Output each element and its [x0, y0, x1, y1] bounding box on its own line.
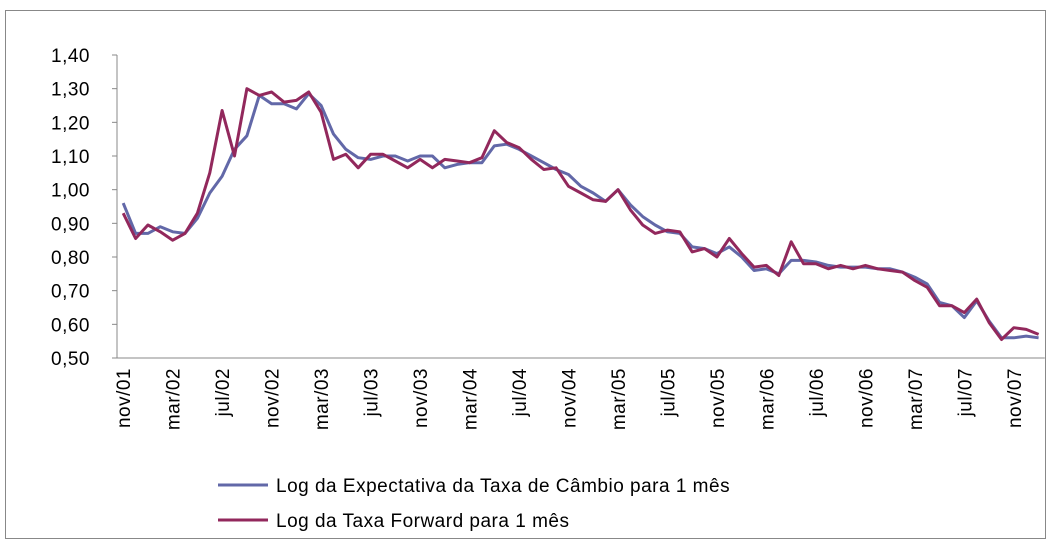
x-tick-label: jul/04: [510, 368, 531, 417]
x-tick-label: mar/07: [906, 368, 927, 430]
data-line: [121, 87, 1040, 341]
x-tick-label: mar/02: [164, 368, 185, 430]
y-tick-label: 1,00: [51, 181, 90, 202]
x-tick-label: jul/03: [362, 368, 383, 417]
data-line: [121, 92, 1039, 340]
x-tick-label: mar/05: [609, 368, 630, 430]
x-tick-label: nov/06: [856, 368, 877, 428]
y-tick-label: 0,50: [51, 349, 90, 370]
y-tick-label: 1,20: [51, 113, 90, 134]
y-tick-label: 0,70: [51, 282, 90, 303]
x-tick-label: nov/02: [263, 368, 284, 428]
y-tick-label: 0,90: [51, 214, 90, 235]
x-tick-label: jul/07: [955, 368, 976, 417]
x-tick-label: nov/03: [411, 368, 432, 428]
x-tick-label: nov/07: [1005, 368, 1026, 428]
y-tick-label: 1,10: [51, 147, 90, 168]
y-tick-label: 0,80: [51, 248, 90, 269]
x-tick-label: mar/03: [312, 368, 333, 430]
y-tick-label: 1,30: [51, 80, 90, 101]
y-tick-label: 0,60: [51, 315, 90, 336]
x-tick-label: nov/04: [560, 368, 581, 428]
x-tick-label: nov/05: [708, 368, 729, 428]
x-tick-label: jul/06: [807, 368, 828, 417]
chart-frame: [5, 10, 1046, 539]
x-tick-label: mar/06: [757, 368, 778, 430]
x-tick-label: jul/02: [213, 368, 234, 417]
y-tick-label: 1,40: [51, 46, 90, 67]
x-tick-label: mar/04: [461, 368, 482, 430]
x-tick-label: nov/01: [114, 368, 135, 428]
legend-label: Log da Taxa Forward para 1 mês: [276, 511, 569, 532]
x-tick-label: jul/05: [658, 368, 679, 417]
legend-label: Log da Expectativa da Taxa de Câmbio par…: [276, 476, 730, 497]
